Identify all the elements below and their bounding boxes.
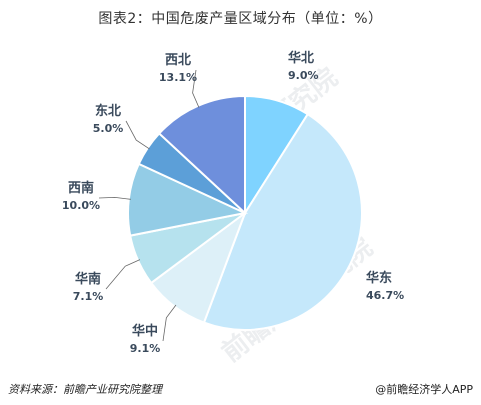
slice-value-0: 9.0% (288, 69, 319, 82)
source-note: 资料来源：前瞻产业研究院整理 (8, 383, 162, 396)
slice-value-6: 13.1% (159, 71, 197, 84)
chart-title: 图表2：中国危废产量区域分布（单位：%） (98, 11, 383, 27)
slice-label-6: 西北 (165, 53, 191, 68)
slice-label-0: 华北 (288, 50, 314, 66)
slice-value-2: 9.1% (130, 342, 161, 355)
leader-line-6 (192, 69, 200, 108)
slice-label-5: 东北 (95, 103, 121, 119)
slice-label-4: 西南 (68, 180, 94, 196)
slice-label-3: 华南 (75, 271, 101, 287)
leader-line-3 (105, 259, 141, 290)
slice-value-5: 5.0% (93, 122, 124, 135)
pie-slice-1 (202, 112, 363, 331)
leader-line-4 (98, 196, 131, 200)
leader-line-2 (162, 304, 177, 342)
slice-value-3: 7.1% (73, 290, 104, 303)
leader-line-5 (125, 120, 150, 150)
brand-note: @前瞻经济学人APP (375, 383, 473, 396)
slice-value-1: 46.7% (366, 289, 404, 302)
slice-value-4: 10.0% (62, 199, 100, 212)
slice-label-2: 华中 (132, 323, 158, 339)
slice-label-1: 华东 (366, 270, 392, 286)
